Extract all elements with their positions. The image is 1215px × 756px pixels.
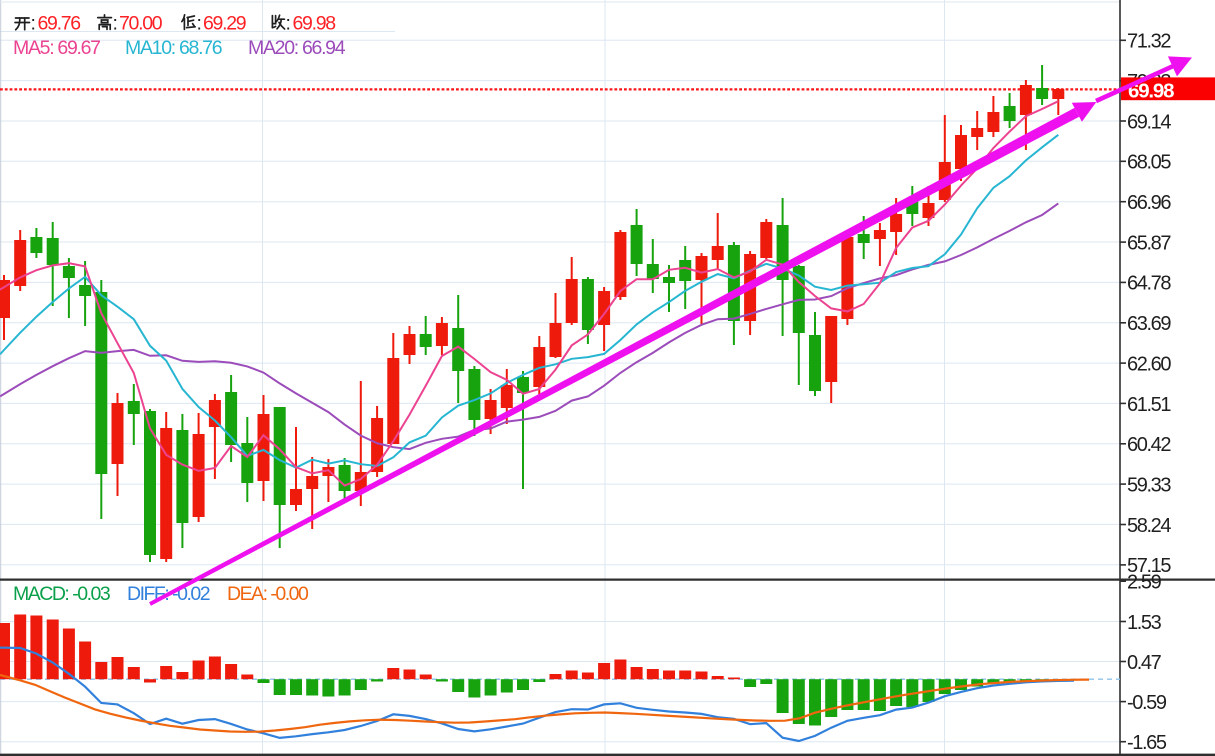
svg-text:60.42: 60.42 bbox=[1127, 434, 1171, 456]
svg-text::: : bbox=[113, 13, 117, 35]
svg-text:69.98: 69.98 bbox=[293, 13, 336, 35]
svg-text::: : bbox=[286, 13, 290, 35]
svg-text:64.78: 64.78 bbox=[1127, 273, 1171, 295]
svg-text:57.15: 57.15 bbox=[1127, 555, 1171, 577]
svg-text:61.51: 61.51 bbox=[1127, 394, 1171, 416]
svg-text:2.59: 2.59 bbox=[1127, 572, 1162, 594]
svg-text:69.76: 69.76 bbox=[38, 13, 81, 35]
svg-text:59.33: 59.33 bbox=[1127, 474, 1171, 496]
svg-text:69.98: 69.98 bbox=[1128, 80, 1174, 103]
svg-text:71.32: 71.32 bbox=[1127, 31, 1171, 53]
svg-text:DEA: -0.00: DEA: -0.00 bbox=[227, 583, 309, 605]
svg-text:-1.65: -1.65 bbox=[1127, 732, 1167, 754]
svg-text:0.47: 0.47 bbox=[1127, 652, 1162, 674]
svg-text:58.24: 58.24 bbox=[1127, 515, 1171, 537]
svg-text:65.87: 65.87 bbox=[1127, 232, 1171, 254]
svg-text:69.14: 69.14 bbox=[1127, 111, 1171, 133]
svg-text:68.05: 68.05 bbox=[1127, 152, 1171, 174]
svg-text:69.29: 69.29 bbox=[203, 13, 246, 35]
svg-text:-0.59: -0.59 bbox=[1127, 692, 1167, 714]
svg-text:70.00: 70.00 bbox=[119, 13, 163, 35]
svg-text:63.69: 63.69 bbox=[1127, 313, 1171, 335]
svg-text:MA10: 68.76: MA10: 68.76 bbox=[125, 37, 222, 59]
svg-text:MACD: -0.03: MACD: -0.03 bbox=[13, 583, 110, 605]
svg-text::: : bbox=[197, 13, 201, 35]
svg-text:62.60: 62.60 bbox=[1127, 353, 1171, 375]
svg-text:MA20: 66.94: MA20: 66.94 bbox=[248, 37, 346, 59]
svg-text:MA5: 69.67: MA5: 69.67 bbox=[13, 37, 100, 59]
svg-text:66.96: 66.96 bbox=[1127, 192, 1171, 214]
svg-text:1.53: 1.53 bbox=[1127, 612, 1162, 634]
svg-text::: : bbox=[31, 13, 35, 35]
